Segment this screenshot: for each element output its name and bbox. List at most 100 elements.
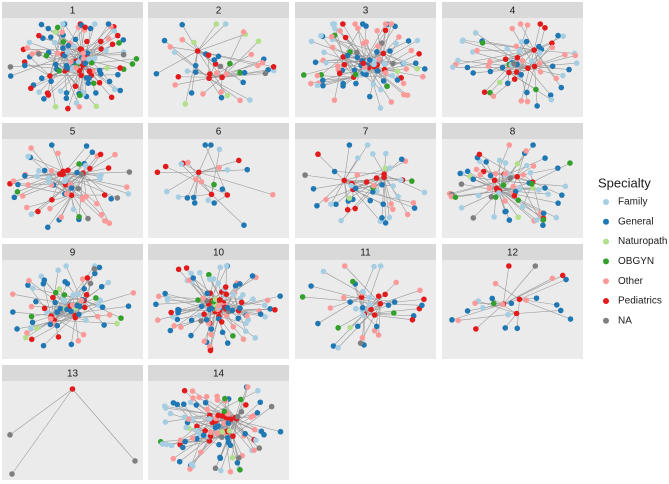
edge [50, 283, 68, 317]
node [54, 24, 61, 31]
node [115, 71, 121, 78]
edge [84, 299, 101, 308]
node [206, 276, 213, 283]
node [380, 78, 387, 84]
node [516, 47, 523, 54]
node [36, 51, 42, 57]
node [175, 194, 182, 200]
edge [364, 312, 394, 315]
node [331, 97, 338, 103]
node [219, 74, 225, 81]
node [237, 97, 243, 104]
node [379, 181, 385, 188]
node [542, 24, 548, 31]
node [188, 461, 195, 468]
node [174, 316, 181, 323]
edge [156, 50, 198, 75]
node [355, 25, 361, 32]
node [214, 430, 221, 437]
node [48, 142, 55, 148]
node [219, 329, 226, 336]
node [537, 21, 544, 27]
legend-label: Other [618, 276, 644, 287]
node [320, 77, 326, 84]
edge [475, 32, 529, 69]
node [98, 172, 104, 178]
node [235, 413, 241, 420]
node [161, 37, 168, 44]
node [382, 165, 389, 172]
node [189, 388, 196, 394]
panel-label: 7 [363, 127, 369, 138]
edge [519, 279, 567, 300]
node [85, 215, 91, 222]
node [496, 157, 503, 164]
node [80, 331, 87, 338]
node [88, 60, 95, 66]
node [487, 172, 494, 179]
node [87, 165, 93, 172]
node [226, 428, 233, 434]
node [217, 454, 223, 461]
edge [380, 290, 421, 305]
edge [221, 31, 244, 78]
node [183, 424, 189, 431]
node [358, 294, 365, 300]
node [52, 29, 59, 35]
node [52, 289, 59, 296]
node [523, 38, 530, 45]
edge [82, 155, 98, 174]
facet-panel: 13 [2, 365, 143, 480]
node [348, 182, 355, 189]
edge [305, 174, 345, 181]
node [378, 86, 384, 93]
edge [534, 66, 538, 106]
legend-label: General [618, 216, 654, 227]
node [567, 316, 574, 322]
node [562, 183, 569, 190]
edge [383, 30, 386, 54]
strip-background [295, 244, 436, 260]
legend-title: Specialty [598, 175, 651, 190]
node [388, 21, 395, 27]
node [22, 334, 29, 341]
node [255, 38, 262, 44]
node [491, 177, 498, 184]
node [98, 46, 105, 52]
node [404, 211, 411, 218]
node [347, 324, 353, 331]
node [200, 295, 206, 302]
edge [344, 180, 415, 209]
node [335, 344, 341, 351]
node [530, 163, 537, 169]
node [219, 428, 225, 435]
strip-background [148, 123, 289, 139]
node [381, 61, 388, 67]
node [559, 192, 565, 198]
node [224, 167, 231, 173]
node [242, 430, 248, 437]
edge [202, 77, 223, 95]
node [234, 459, 241, 466]
node [513, 69, 520, 75]
node [223, 263, 230, 269]
edge [83, 283, 91, 301]
edge [352, 189, 414, 204]
node [91, 266, 98, 272]
node [352, 21, 358, 27]
edge [216, 396, 237, 419]
node [28, 85, 34, 92]
node [207, 71, 213, 77]
node [222, 284, 229, 290]
node [360, 40, 367, 47]
node [167, 44, 174, 50]
node [40, 35, 46, 41]
edge [198, 171, 273, 196]
node [328, 201, 334, 208]
node [97, 297, 104, 304]
node [382, 70, 389, 76]
node [360, 312, 366, 318]
node [238, 409, 245, 415]
node [101, 192, 108, 198]
node [182, 438, 188, 445]
